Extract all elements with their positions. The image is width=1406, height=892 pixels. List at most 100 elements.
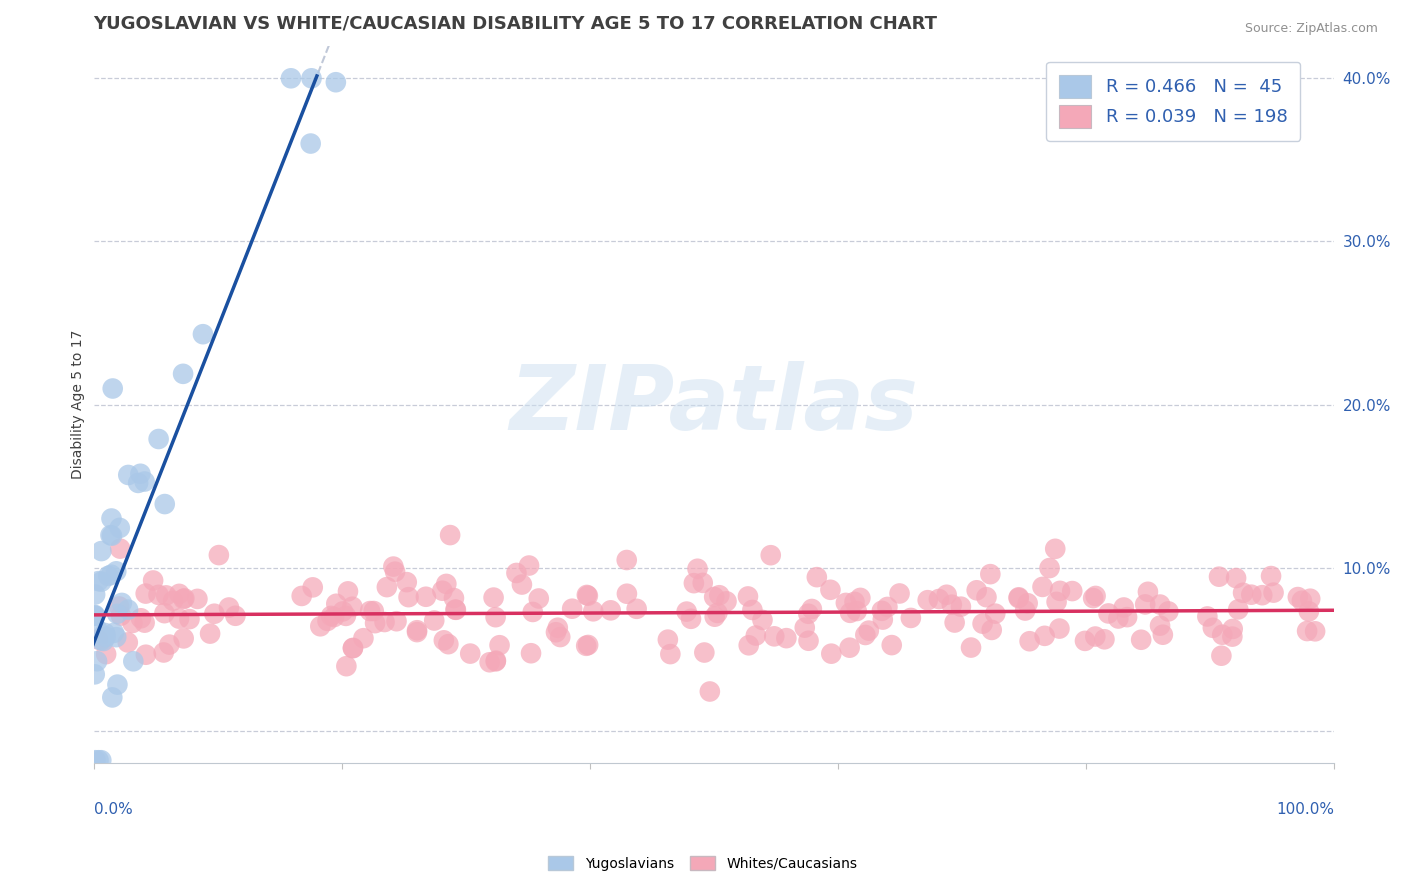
Point <box>1074 633 1097 648</box>
Point <box>83 667 105 681</box>
Point <box>374 615 396 629</box>
Point <box>148 588 170 602</box>
Point <box>152 645 174 659</box>
Point <box>134 615 156 630</box>
Point <box>1298 604 1320 618</box>
Point <box>1157 604 1180 618</box>
Point <box>1197 609 1219 624</box>
Point <box>716 594 738 608</box>
Text: Source: ZipAtlas.com: Source: ZipAtlas.com <box>1244 22 1378 36</box>
Point <box>153 497 176 511</box>
Point <box>520 646 543 660</box>
Point <box>224 608 246 623</box>
Point <box>83 608 105 623</box>
Point <box>162 593 184 607</box>
Point <box>157 638 180 652</box>
Point <box>1222 622 1244 636</box>
Point <box>101 382 124 396</box>
Point <box>432 583 454 598</box>
Point <box>1149 618 1171 632</box>
Point <box>385 614 408 628</box>
Point <box>316 614 339 628</box>
Point <box>547 621 569 635</box>
Point <box>309 619 332 633</box>
Point <box>1033 629 1056 643</box>
Point <box>484 610 506 624</box>
Point <box>291 589 314 603</box>
Point <box>1094 632 1116 647</box>
Point <box>1286 590 1309 604</box>
Point <box>488 638 510 652</box>
Point <box>1014 603 1036 617</box>
Point <box>575 639 598 653</box>
Point <box>325 75 347 89</box>
Point <box>960 640 983 655</box>
Point <box>679 612 702 626</box>
Point <box>173 632 195 646</box>
Point <box>111 596 134 610</box>
Legend: R = 0.466   N =  45, R = 0.039   N = 198: R = 0.466 N = 45, R = 0.039 N = 198 <box>1046 62 1301 141</box>
Point <box>395 575 418 590</box>
Point <box>692 575 714 590</box>
Point <box>751 613 773 627</box>
Point <box>135 586 157 600</box>
Text: 100.0%: 100.0% <box>1277 802 1334 817</box>
Point <box>835 596 858 610</box>
Point <box>443 591 465 605</box>
Point <box>1038 561 1060 575</box>
Point <box>849 591 872 605</box>
Point <box>979 567 1001 582</box>
Text: 0.0%: 0.0% <box>94 802 132 817</box>
Point <box>900 611 922 625</box>
Point <box>87 753 110 767</box>
Point <box>1222 630 1244 644</box>
Point <box>1112 600 1135 615</box>
Point <box>872 613 894 627</box>
Point <box>301 71 323 86</box>
Point <box>84 588 107 602</box>
Point <box>439 528 461 542</box>
Point <box>1202 621 1225 635</box>
Text: ZIPatlas: ZIPatlas <box>509 360 918 449</box>
Point <box>1018 634 1040 648</box>
Point <box>935 588 957 602</box>
Y-axis label: Disability Age 5 to 17: Disability Age 5 to 17 <box>72 330 86 479</box>
Point <box>100 511 122 525</box>
Point <box>444 603 467 617</box>
Point <box>167 612 190 626</box>
Point <box>1211 648 1233 663</box>
Point <box>709 588 731 602</box>
Point <box>1130 632 1153 647</box>
Point <box>364 616 387 631</box>
Point <box>972 616 994 631</box>
Point <box>415 590 437 604</box>
Point <box>699 684 721 698</box>
Point <box>336 584 359 599</box>
Point <box>527 591 550 606</box>
Point <box>332 604 354 618</box>
Point <box>94 647 117 661</box>
Point <box>142 574 165 588</box>
Point <box>917 593 939 607</box>
Point <box>1045 595 1067 609</box>
Point <box>561 601 583 615</box>
Point <box>1225 571 1247 585</box>
Point <box>741 603 763 617</box>
Point <box>1084 589 1107 603</box>
Point <box>576 589 599 603</box>
Point <box>703 590 725 604</box>
Point <box>87 632 110 647</box>
Point <box>880 638 903 652</box>
Point <box>172 592 194 607</box>
Point <box>84 608 107 623</box>
Point <box>108 521 131 535</box>
Point <box>1045 541 1067 556</box>
Point <box>984 607 1007 621</box>
Point <box>202 607 225 621</box>
Point <box>433 633 456 648</box>
Point <box>759 548 782 562</box>
Point <box>198 626 221 640</box>
Point <box>1299 591 1322 606</box>
Point <box>1008 591 1031 605</box>
Point <box>876 599 898 614</box>
